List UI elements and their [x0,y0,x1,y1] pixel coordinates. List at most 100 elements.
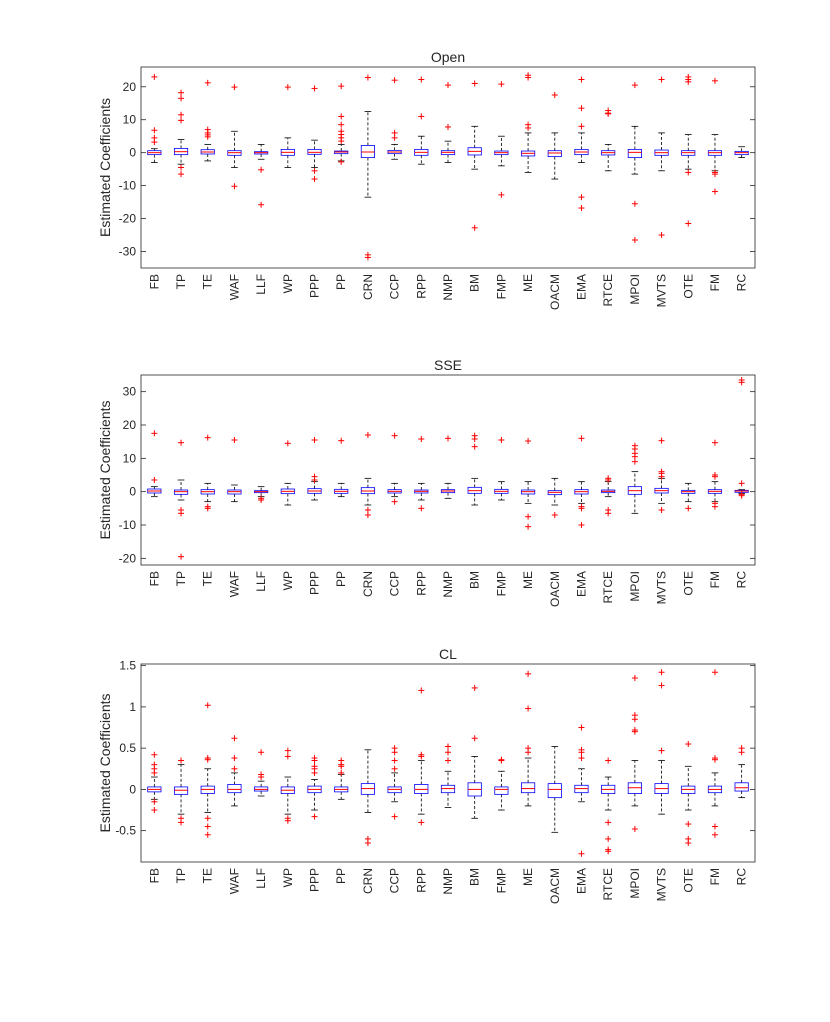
outlier-marker [471,735,478,742]
outlier-marker [605,477,612,483]
outlier-marker [551,92,558,99]
x-category-label: EMA [574,274,588,300]
box-rpp [414,76,429,165]
box-oacm [547,746,562,833]
outlier-marker [711,831,718,838]
outlier-marker [338,437,345,444]
outlier-marker [445,757,451,764]
box-tp [173,439,189,560]
x-category-label: LLF [254,571,268,592]
y-tick-label: 0 [129,782,136,796]
outlier-marker [151,751,158,758]
outlier-marker [738,480,745,487]
outlier-marker [711,669,718,676]
box-mvts [654,669,669,815]
box-te [200,434,215,512]
box-llf [254,749,269,797]
x-category-label: FM [708,571,722,588]
outlier-marker [178,95,185,102]
outlier-marker [445,749,451,756]
outlier-marker [418,819,425,826]
outlier-marker [658,507,665,513]
box-fb [147,73,162,163]
outlier-marker [711,439,718,446]
outlier-marker [178,117,185,124]
y-tick-label: 10 [123,113,137,127]
x-category-label: RTCE [601,571,615,603]
outlier-marker [258,774,265,781]
box-rpp [414,436,429,512]
outlier-marker [204,815,211,822]
box-ema [574,435,589,528]
box-mpoi [627,675,642,832]
outlier-marker [204,756,211,763]
x-category-label: RC [735,571,749,589]
outlier-marker [178,111,185,118]
outlier-marker [311,167,318,174]
box-rtce [601,107,616,172]
box-waf [227,735,242,807]
outlier-marker [391,498,398,505]
outlier-marker [311,757,318,764]
outlier-marker [631,200,638,207]
x-category-label: WP [281,571,295,590]
outlier-marker [311,477,318,483]
x-category-label: TE [201,571,215,586]
x-category-label: MVTS [655,274,669,307]
y-tick-label: 1.5 [119,659,136,673]
x-category-label: LLF [254,868,268,889]
boxplot-panel-open: Open Estimated Coefficients 20 10 0 -10 -20 -30… [97,49,756,310]
outlier-marker [391,749,398,756]
box-fmp [494,81,509,198]
outlier-marker [338,763,345,770]
x-category-label: OACM [548,274,562,310]
outlier-marker [418,505,425,512]
x-category-label: WP [281,868,295,887]
outlier-marker [605,848,612,855]
box-crn [360,749,375,847]
outlier-marker [338,113,345,120]
x-category-label: TP [174,571,188,586]
boxplot-panel-sse: SSE Estimated Coefficients 30 20 10 0 -10 -20 FB… [97,357,756,607]
outlier-marker [525,74,532,81]
outlier-marker [391,813,398,820]
outlier-marker [658,232,665,239]
outlier-marker [605,835,612,842]
box-te [200,79,215,162]
x-category-label: FB [147,868,161,883]
box-bm [467,432,482,506]
x-category-label: PP [334,571,348,587]
outlier-marker [525,438,532,444]
outlier-marker [418,436,425,442]
box-fb [147,751,162,814]
outlier-marker [151,769,158,776]
x-category-label: OTE [681,274,695,299]
x-category-label: OACM [548,868,562,904]
outlier-marker [151,798,158,805]
box-nmp [440,435,456,499]
x-category-label: OACM [548,571,562,607]
outlier-marker [178,171,185,178]
x-category-label: RPP [414,571,428,596]
outlier-marker [525,124,532,131]
x-category-label: RC [735,274,749,292]
box-wp [280,84,295,168]
outlier-marker [204,702,211,709]
box-ppp [307,85,322,183]
box-iqr [227,784,242,794]
x-category-label: MVTS [655,571,669,604]
box-bm [467,80,482,231]
x-category-label: CCP [388,571,402,596]
x-category-label: WAF [227,274,241,300]
y-tick-label: 20 [123,80,137,94]
box-me [521,72,536,173]
outlier-marker [711,503,718,510]
outlier-marker [204,505,211,512]
outlier-marker [284,753,291,760]
outlier-marker [658,682,665,689]
outlier-marker [231,183,238,190]
outlier-marker [578,435,585,442]
outlier-marker [525,749,532,756]
y-tick-label: 10 [123,451,137,465]
box-rc [734,146,749,159]
